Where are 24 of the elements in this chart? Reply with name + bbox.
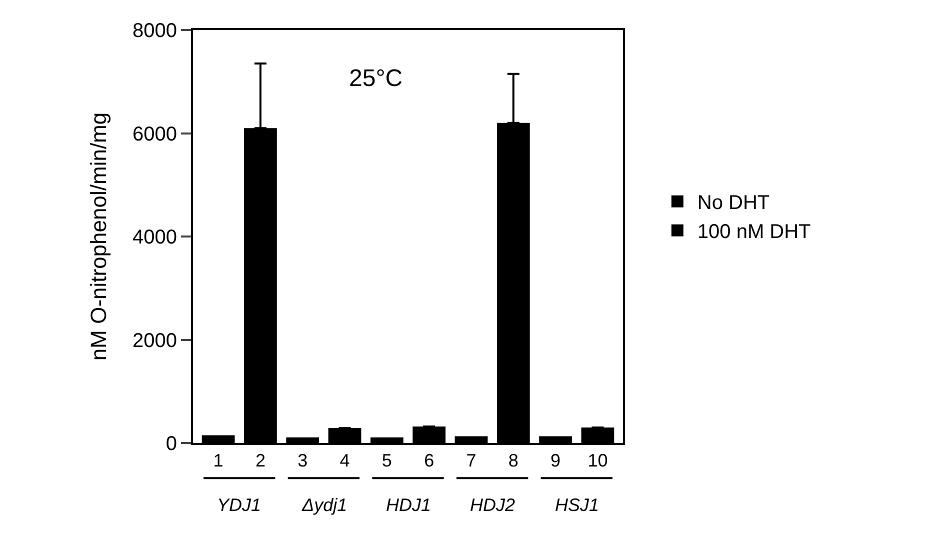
y-tick-label: 0 <box>166 433 177 455</box>
x-tick-label: 4 <box>340 450 350 471</box>
annotation: 25°C <box>349 65 403 92</box>
y-tick-label: 8000 <box>132 20 177 42</box>
x-tick-label: 5 <box>382 450 392 471</box>
legend-label: No DHT <box>697 192 770 214</box>
x-tick-label: 8 <box>508 450 518 471</box>
x-tick-label: 6 <box>424 450 434 471</box>
x-tick-label: 9 <box>550 450 561 471</box>
x-tick-label: 7 <box>466 450 476 471</box>
text: HDJ2 <box>470 495 516 515</box>
text: HSJ1 <box>555 495 600 515</box>
y-tick-label: 4000 <box>132 226 177 248</box>
x-tick-label: 1 <box>213 450 224 471</box>
legend-label: 100 nM DHT <box>697 221 811 244</box>
text: YDJ1 <box>217 495 262 515</box>
y-axis-title: nM O-nitrophenol/min/mg <box>86 112 111 361</box>
y-tick-label: 6000 <box>132 123 177 146</box>
y-tick-label: 2000 <box>132 330 177 352</box>
text: Δydj1 <box>301 495 348 515</box>
x-tick-label: 2 <box>255 450 266 471</box>
x-tick-label: 10 <box>588 450 608 471</box>
x-tick-label: 3 <box>298 450 308 471</box>
text: HDJ1 <box>386 495 432 515</box>
